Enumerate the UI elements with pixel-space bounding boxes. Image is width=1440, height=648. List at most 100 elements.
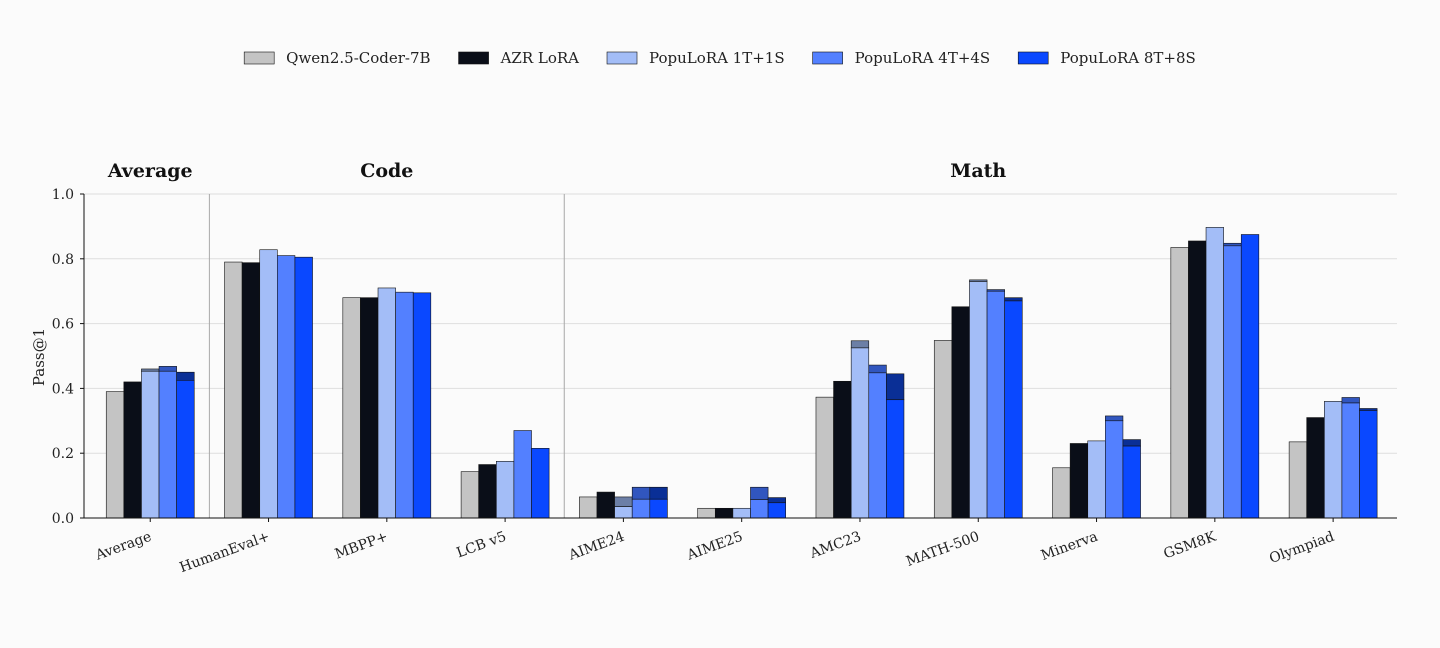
legend-label-3: PopuLoRA 4T+4S — [855, 49, 991, 67]
legend-label-4: PopuLoRA 8T+8S — [1060, 49, 1196, 67]
x-tick-label-4: AIME24 — [566, 529, 627, 564]
group-title-code: Code — [360, 160, 413, 182]
group-title-average: Average — [107, 160, 193, 182]
bar-aime25-s0 — [697, 507, 716, 519]
bar-average-s4-upper — [176, 371, 195, 381]
bar-minerva-s2 — [1087, 440, 1106, 519]
bar-aime24-s4 — [649, 498, 668, 519]
x-tick-label-9: GSM8K — [1162, 529, 1219, 563]
bar-minerva-s0 — [1052, 467, 1071, 519]
bar-gsm8k-s0 — [1170, 247, 1189, 519]
bar-aime24-s0 — [579, 496, 598, 519]
x-axis-ticks: Average HumanEval+ MBPP+ LCB v5 AIME24 AIME25… — [93, 518, 1337, 576]
bar-humaneval--s0 — [224, 261, 243, 519]
bar-gsm8k-s2 — [1205, 227, 1224, 519]
bar-math-500-s3 — [986, 290, 1005, 519]
bar-math-500-s1 — [951, 306, 970, 519]
bar-gsm8k-s4 — [1240, 234, 1260, 519]
legend-swatch-1 — [458, 51, 489, 65]
legend-label-2: PopuLoRA 1T+1S — [649, 49, 785, 67]
bar-minerva-s1 — [1069, 443, 1089, 519]
bar-gsm8k-s3-upper — [1223, 242, 1242, 247]
legend-label-1: AZR LoRA — [500, 49, 580, 67]
bar-olympiad-s1 — [1306, 417, 1325, 519]
bar-gsm8k-s1 — [1188, 240, 1207, 519]
x-tick-label-6: AMC23 — [807, 529, 863, 562]
bar-average-s3 — [158, 370, 177, 519]
bar-olympiad-s3 — [1341, 402, 1360, 519]
bar-humaneval--s4 — [294, 256, 313, 519]
bar-lcb-v5-s4 — [531, 448, 550, 519]
y-tick-label-5: 1.0 — [52, 187, 74, 203]
x-tick-label-7: MATH-500 — [904, 529, 982, 570]
group-separators — [208, 194, 565, 518]
y-axis-ticks: 0.0 0.2 0.4 0.6 0.8 1.0 — [52, 187, 84, 527]
legend-item-2: PopuLoRA 1T+1S — [606, 49, 785, 67]
bar-average-s0 — [105, 391, 125, 519]
legend-swatch-4 — [1017, 51, 1049, 65]
x-tick-label-2: MBPP+ — [333, 529, 390, 563]
bar-aime24-s3-upper — [631, 486, 651, 500]
bar-math-500-s0 — [933, 340, 953, 519]
y-tick-label-4: 0.8 — [52, 252, 74, 268]
bar-amc23-s1 — [833, 380, 852, 519]
y-tick-label-3: 0.6 — [52, 317, 74, 333]
bar-aime25-s3-upper — [750, 486, 769, 500]
bar-aime25-s2 — [732, 507, 751, 519]
bar-aime24-s2 — [614, 506, 633, 519]
legend-label-0: Qwen2.5-Coder-7B — [286, 49, 430, 67]
legend-swatch-2 — [606, 51, 638, 65]
legend-swatch-0 — [243, 51, 275, 65]
bar-aime25-s4 — [767, 502, 786, 519]
bar-average-s4 — [176, 379, 195, 519]
axes — [83, 194, 1397, 519]
legend-item-1: AZR LoRA — [458, 49, 580, 67]
legend-item-3: PopuLoRA 4T+4S — [812, 49, 991, 67]
bar-aime24-s2-upper — [614, 496, 633, 507]
bar-mbpp--s1 — [360, 297, 379, 519]
y-axis-label: Pass@1 — [30, 328, 48, 386]
bar-humaneval--s1 — [241, 262, 261, 519]
bar-math-500-s4 — [1004, 300, 1023, 519]
bar-aime24-s4-upper — [649, 486, 668, 500]
bar-minerva-s3 — [1105, 420, 1124, 519]
bar-minerva-s3-upper — [1105, 415, 1124, 422]
bar-gsm8k-s3 — [1223, 245, 1242, 519]
legend-item-4: PopuLoRA 8T+8S — [1017, 49, 1196, 67]
legend: Qwen2.5-Coder-7B AZR LoRA PopuLoRA 1T+1S Po… — [243, 49, 1196, 67]
bar-average-s3-upper — [158, 366, 177, 372]
bar-aime25-s1 — [714, 507, 734, 519]
legend-item-0: Qwen2.5-Coder-7B — [243, 49, 431, 67]
bar-lcb-v5-s2 — [496, 460, 515, 519]
bar-amc23-s4-upper — [886, 373, 905, 401]
legend-swatch-3 — [812, 51, 843, 65]
bar-amc23-s4 — [886, 399, 905, 519]
bars — [105, 227, 1378, 519]
bar-amc23-s0 — [815, 396, 834, 519]
bar-lcb-v5-s1 — [478, 464, 497, 519]
y-tick-label-2: 0.4 — [52, 381, 74, 397]
x-tick-label-8: Minerva — [1039, 529, 1100, 564]
group-titles: Average Code Math — [107, 160, 1007, 182]
bar-lcb-v5-s3 — [513, 430, 532, 519]
y-tick-label-1: 0.2 — [52, 446, 74, 462]
x-tick-label-3: LCB v5 — [455, 529, 509, 562]
bar-aime24-s3 — [631, 498, 651, 519]
bar-minerva-s4-upper — [1122, 439, 1141, 447]
bar-mbpp--s0 — [342, 297, 361, 519]
bar-average-s1 — [123, 381, 142, 519]
bar-amc23-s2 — [850, 347, 870, 519]
bar-humaneval--s3 — [277, 255, 296, 519]
bar-aime24-s1 — [596, 491, 615, 519]
bar-amc23-s3 — [868, 372, 887, 519]
bar-amc23-s3-upper — [868, 364, 887, 374]
y-tick-label-0: 0.0 — [52, 511, 74, 527]
bar-olympiad-s4 — [1359, 410, 1378, 519]
x-tick-label-0: Average — [93, 529, 154, 564]
group-title-math: Math — [950, 160, 1006, 182]
bar-amc23-s2-upper — [850, 340, 870, 349]
bar-average-s2-upper — [141, 368, 160, 372]
bar-average-s2 — [141, 370, 160, 519]
bar-mbpp--s3 — [395, 291, 414, 519]
